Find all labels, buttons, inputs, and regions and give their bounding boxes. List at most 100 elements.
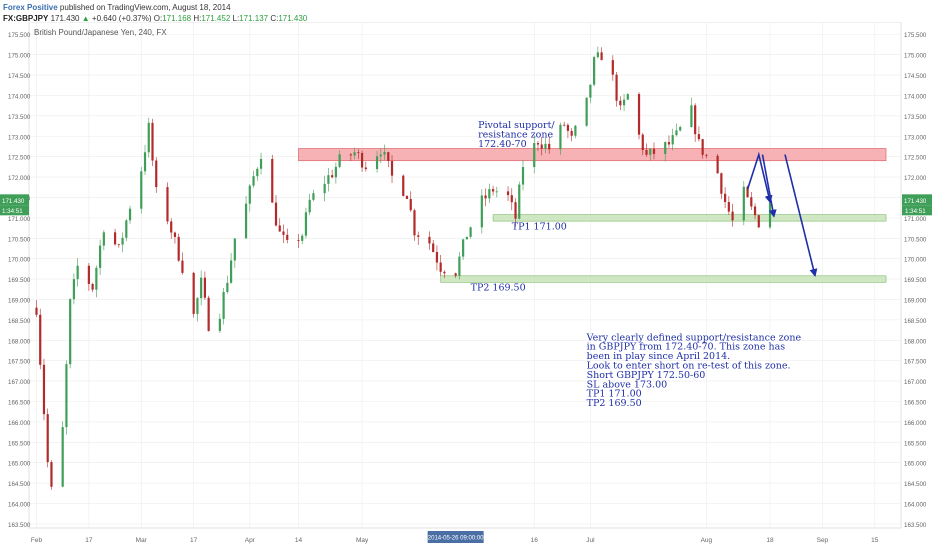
candle-body bbox=[645, 150, 648, 155]
candle-body bbox=[566, 124, 570, 131]
high-label: H: bbox=[193, 14, 202, 23]
candle-body bbox=[125, 220, 128, 238]
candles-layer[interactable] bbox=[35, 46, 772, 490]
candle-body bbox=[510, 195, 513, 203]
author-link[interactable]: Forex Positive bbox=[3, 3, 58, 12]
candle bbox=[757, 214, 760, 228]
candle bbox=[469, 226, 472, 239]
candle-body bbox=[166, 187, 169, 222]
y-tick-label-right: 172.000 bbox=[904, 175, 927, 182]
candle-body bbox=[360, 152, 364, 168]
candle-body bbox=[750, 197, 753, 207]
y-tick-label-left: 169.500 bbox=[8, 277, 31, 284]
candle bbox=[720, 172, 723, 199]
candle-body bbox=[121, 237, 124, 245]
candle bbox=[465, 236, 468, 240]
candle-body bbox=[383, 152, 386, 155]
candle bbox=[297, 234, 300, 249]
candle bbox=[563, 121, 566, 127]
candle bbox=[35, 300, 38, 318]
candle bbox=[349, 153, 352, 161]
candle bbox=[521, 159, 525, 191]
plot-area[interactable] bbox=[28, 22, 902, 529]
candle-body bbox=[274, 202, 278, 226]
candle-body bbox=[439, 262, 442, 272]
x-axis[interactable]: Feb 17 Mar 17 Apr 14 May 16 Jul Aug 18 Sep 15 2014-05… bbox=[31, 531, 879, 544]
annotation-text: Pivotal support/resistance zone 172.40-70 bbox=[478, 120, 555, 150]
x-tick-label: 16 bbox=[531, 537, 539, 544]
y-tick-label-left: 165.000 bbox=[8, 461, 31, 468]
y-axis[interactable]: 163.500 163.500 164.000 164.000 164.500 164.5… bbox=[0, 32, 932, 529]
candle-body bbox=[671, 135, 674, 145]
candle bbox=[87, 262, 90, 291]
y-tick-label-right: 166.000 bbox=[904, 420, 927, 427]
candle bbox=[91, 282, 94, 293]
candle bbox=[233, 238, 236, 268]
candle bbox=[622, 93, 626, 112]
y-tick-label-right: 164.500 bbox=[904, 481, 927, 488]
candle-body bbox=[757, 215, 760, 228]
candle bbox=[417, 231, 420, 245]
y-tick-label-right: 169.000 bbox=[904, 297, 927, 304]
candle bbox=[121, 232, 124, 253]
price-chart[interactable]: Pivotal support/resistance zone 172.40-70… bbox=[0, 22, 932, 550]
candle-body bbox=[622, 99, 626, 106]
candle bbox=[405, 195, 409, 200]
candle bbox=[323, 175, 326, 202]
close-value: 171.430 bbox=[278, 14, 308, 23]
y-tick-label-left: 167.500 bbox=[8, 359, 31, 366]
chart-header: Forex Positive published on TradingView.… bbox=[3, 2, 307, 24]
y-tick-label-left: 174.000 bbox=[8, 93, 31, 100]
candle-body bbox=[203, 277, 206, 298]
candle bbox=[750, 191, 753, 210]
candle bbox=[207, 295, 210, 332]
candle bbox=[244, 196, 248, 239]
candle-body bbox=[402, 175, 405, 196]
low-value: 171.137 bbox=[239, 14, 269, 23]
candle bbox=[229, 253, 233, 284]
y-tick-label-right: 167.000 bbox=[904, 379, 927, 386]
candle-body bbox=[286, 234, 289, 240]
candle-body bbox=[518, 184, 521, 219]
candle bbox=[570, 128, 573, 142]
candle-body bbox=[244, 203, 248, 239]
candle-body bbox=[637, 94, 641, 135]
annotation-line: Look to enter short on re-test of this z… bbox=[587, 360, 791, 371]
y-tick-label-left: 166.500 bbox=[8, 400, 31, 407]
last-price-badge-right bbox=[902, 194, 932, 206]
x-tick-label: May bbox=[356, 537, 369, 544]
candle-body bbox=[259, 158, 263, 169]
candle bbox=[458, 252, 461, 280]
candle bbox=[705, 153, 708, 159]
annotation-line: been in play since April 2014. bbox=[587, 351, 731, 362]
y-tick-label-left: 167.000 bbox=[8, 379, 31, 386]
candle bbox=[357, 149, 360, 160]
candle-body bbox=[226, 282, 229, 292]
candle-body bbox=[349, 154, 352, 156]
countdown-label-left: 1:34:51 bbox=[2, 208, 23, 215]
x-tick-label: Apr bbox=[245, 537, 256, 544]
symbol-name[interactable]: FX:GBPJPY bbox=[3, 14, 49, 23]
candle bbox=[39, 308, 42, 370]
candle-body bbox=[746, 186, 749, 198]
candle-body bbox=[626, 94, 629, 100]
candle bbox=[125, 219, 128, 242]
candle bbox=[619, 96, 622, 111]
candle bbox=[226, 275, 229, 294]
crosshair-date-label: 2014-05-26 09:00:00 bbox=[428, 536, 484, 542]
candle bbox=[480, 189, 483, 234]
candle-body bbox=[151, 122, 154, 161]
candle bbox=[697, 126, 701, 142]
x-tick-label: Sep bbox=[817, 537, 829, 544]
candle-body bbox=[95, 267, 98, 290]
candle bbox=[42, 358, 46, 421]
candle-body bbox=[593, 57, 596, 85]
close-label: C: bbox=[270, 14, 279, 23]
candle-body bbox=[495, 191, 498, 193]
candle-body bbox=[536, 143, 540, 145]
candle-body bbox=[697, 134, 701, 140]
grid-lines bbox=[29, 22, 901, 528]
candle-body bbox=[387, 152, 390, 161]
x-tick-label: Jul bbox=[586, 537, 595, 544]
candle bbox=[192, 271, 195, 318]
